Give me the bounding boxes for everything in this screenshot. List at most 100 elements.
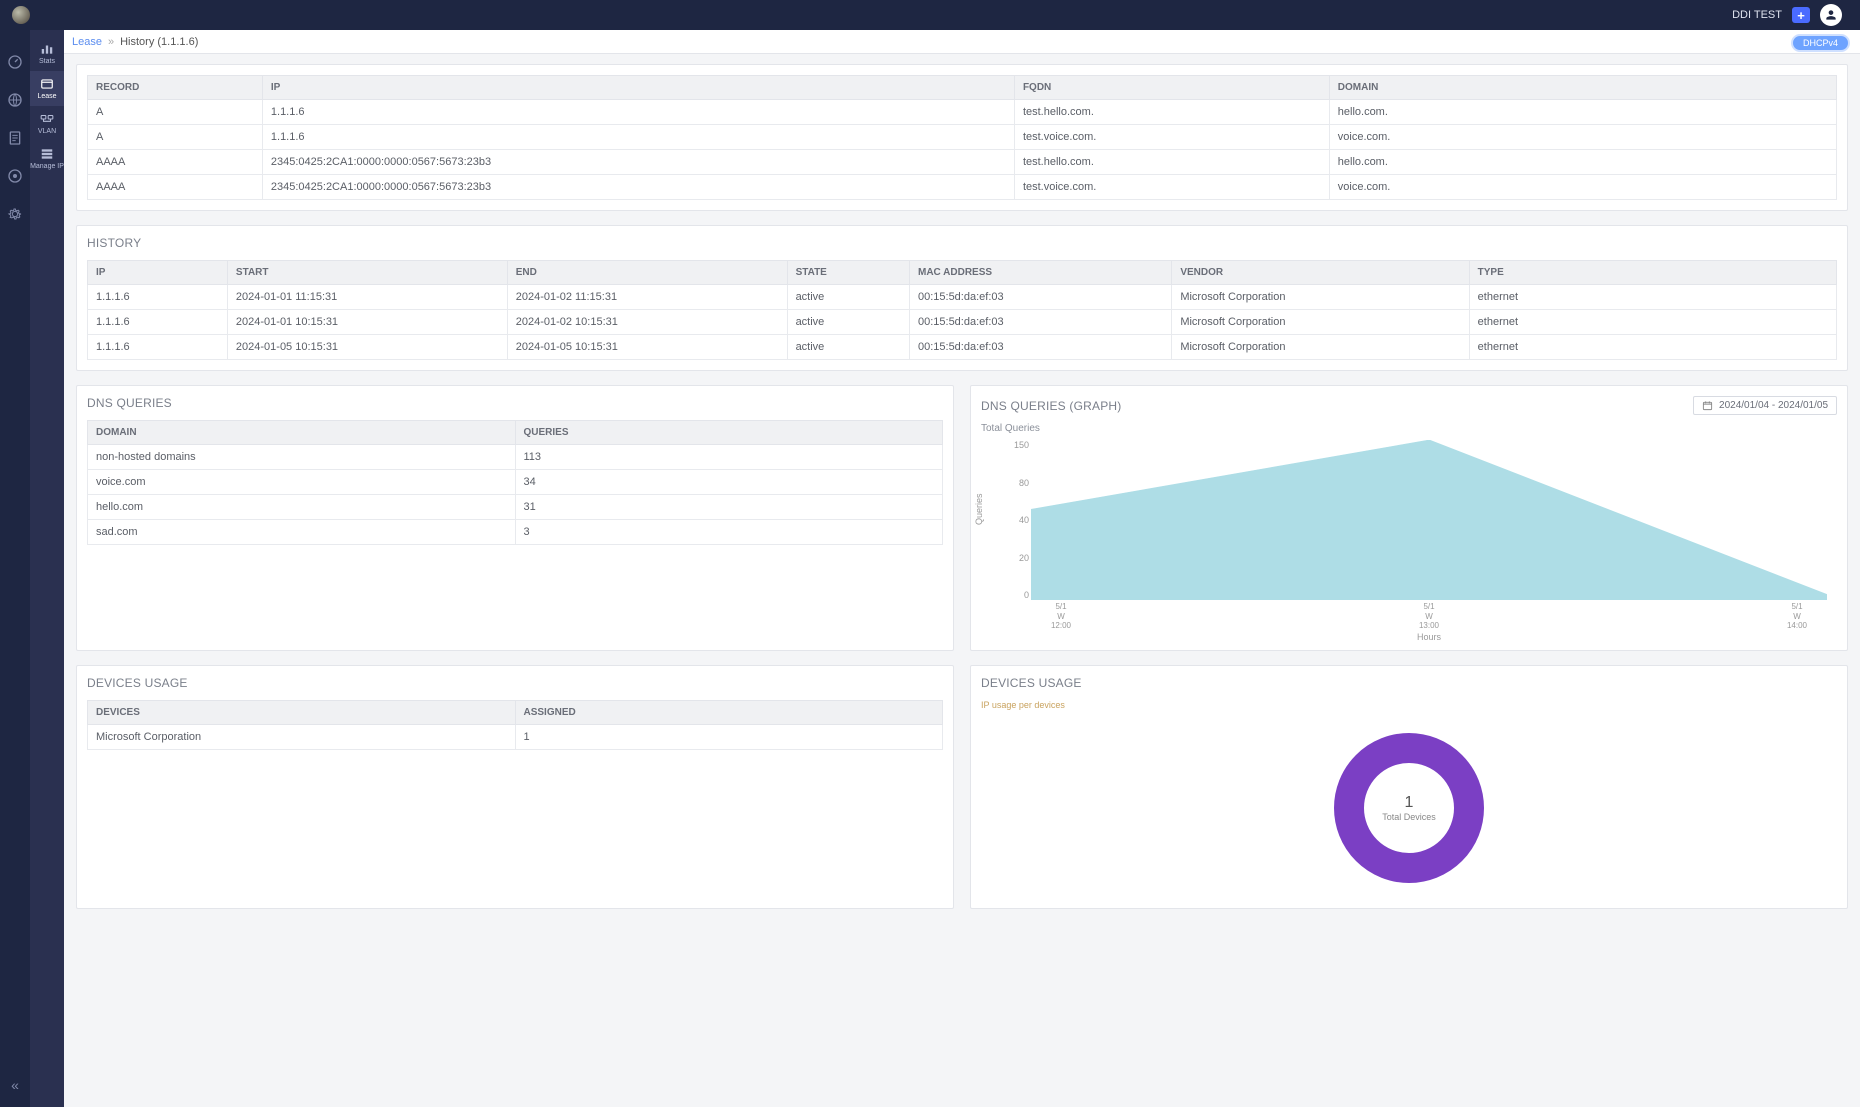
table-cell: ethernet — [1469, 285, 1836, 310]
donut-number: 1 — [1382, 794, 1436, 812]
table-cell: test.voice.com. — [1014, 175, 1329, 200]
table-cell: active — [787, 335, 909, 360]
table-cell: 3 — [515, 520, 943, 545]
table-row[interactable]: AAAA2345:0425:2CA1:0000:0000:0567:5673:2… — [88, 175, 1837, 200]
table-cell: 2345:0425:2CA1:0000:0000:0567:5673:23b3 — [262, 175, 1014, 200]
table-cell: active — [787, 310, 909, 335]
rail-nav: « — [0, 30, 30, 1107]
records-panel: RECORDIPFQDNDOMAINA1.1.1.6test.hello.com… — [76, 64, 1848, 211]
dns-area-chart: 1508040200 Queries 5/1W12:005/1W13:005/1… — [1031, 440, 1827, 640]
table-cell: Microsoft Corporation — [88, 725, 516, 750]
stats-icon — [39, 42, 55, 56]
chart-yaxis: 1508040200 — [989, 440, 1029, 600]
date-range-button[interactable]: 2024/01/04 - 2024/01/05 — [1693, 396, 1837, 415]
table-cell: test.voice.com. — [1014, 125, 1329, 150]
table-cell: 2345:0425:2CA1:0000:0000:0567:5673:23b3 — [262, 150, 1014, 175]
table-header: IP — [262, 76, 1014, 100]
table-cell: test.hello.com. — [1014, 150, 1329, 175]
table-cell: ethernet — [1469, 335, 1836, 360]
table-cell: 113 — [515, 445, 943, 470]
table-row[interactable]: A1.1.1.6test.hello.com.hello.com. — [88, 100, 1837, 125]
collapse-rail-button[interactable]: « — [11, 1077, 19, 1093]
table-cell: 31 — [515, 495, 943, 520]
table-cell: 00:15:5d:da:ef:03 — [909, 285, 1171, 310]
breadcrumb: Lease » History (1.1.1.6) — [64, 30, 1860, 54]
table-cell: hello.com. — [1329, 100, 1836, 125]
table-cell: 2024-01-02 10:15:31 — [507, 310, 787, 335]
table-cell: 34 — [515, 470, 943, 495]
table-row[interactable]: voice.com34 — [88, 470, 943, 495]
table-row[interactable]: Microsoft Corporation1 — [88, 725, 943, 750]
table-cell: A — [88, 100, 263, 125]
breadcrumb-current: History (1.1.1.6) — [120, 36, 198, 48]
table-header: VENDOR — [1172, 261, 1469, 285]
doc-icon[interactable] — [7, 130, 23, 146]
dns-queries-panel: DNS QUERIES DOMAINQUERIESnon-hosted doma… — [76, 385, 954, 651]
table-header: START — [227, 261, 507, 285]
chart-plot — [1031, 440, 1827, 600]
table-row[interactable]: hello.com31 — [88, 495, 943, 520]
table-cell: 2024-01-05 10:15:31 — [507, 335, 787, 360]
table-cell: 00:15:5d:da:ef:03 — [909, 335, 1171, 360]
panel-title: DEVICES USAGE — [981, 676, 1837, 690]
subnav-manageip[interactable]: Manage IP — [30, 141, 64, 176]
tenant-label: DDI TEST — [1732, 9, 1782, 21]
dashboard-icon[interactable] — [7, 54, 23, 70]
table-cell: 1.1.1.6 — [88, 285, 228, 310]
table-header: IP — [88, 261, 228, 285]
add-button[interactable]: + — [1792, 7, 1810, 23]
table-cell: 1.1.1.6 — [88, 310, 228, 335]
subnav-label: Manage IP — [30, 163, 64, 170]
devices-chart-subtitle: IP usage per devices — [981, 700, 1837, 710]
table-cell: hello.com — [88, 495, 516, 520]
table-cell: 1.1.1.6 — [88, 335, 228, 360]
breadcrumb-root[interactable]: Lease — [72, 36, 102, 48]
table-cell: A — [88, 125, 263, 150]
content: Lease » History (1.1.1.6) DHCPv4 RECORDI… — [64, 30, 1860, 1107]
manageip-icon — [39, 147, 55, 161]
chart-subtitle: Total Queries — [981, 423, 1837, 434]
table-cell: 1.1.1.6 — [262, 125, 1014, 150]
donut-chart: 1 Total Devices — [981, 718, 1837, 898]
table-header: DEVICES — [88, 701, 516, 725]
table-header: FQDN — [1014, 76, 1329, 100]
table-cell: 00:15:5d:da:ef:03 — [909, 310, 1171, 335]
table-cell: Microsoft Corporation — [1172, 310, 1469, 335]
table-header: RECORD — [88, 76, 263, 100]
gear-icon[interactable] — [7, 206, 23, 222]
dns-graph-panel: DNS QUERIES (GRAPH) 2024/01/04 - 2024/01… — [970, 385, 1848, 651]
history-table: IPSTARTENDSTATEMAC ADDRESSVENDORTYPE1.1.… — [87, 260, 1837, 360]
subnav-label: Stats — [39, 58, 55, 65]
logo-icon — [12, 6, 30, 24]
table-cell: Microsoft Corporation — [1172, 335, 1469, 360]
table-row[interactable]: 1.1.1.62024-01-01 10:15:312024-01-02 10:… — [88, 310, 1837, 335]
network-icon[interactable] — [7, 168, 23, 184]
history-panel: HISTORY IPSTARTENDSTATEMAC ADDRESSVENDOR… — [76, 225, 1848, 371]
subnav-stats[interactable]: Stats — [30, 36, 64, 71]
table-cell: hello.com. — [1329, 150, 1836, 175]
subnav-lease[interactable]: Lease — [30, 71, 64, 106]
globe-icon[interactable] — [7, 92, 23, 108]
table-row[interactable]: non-hosted domains113 — [88, 445, 943, 470]
panel-title: DNS QUERIES — [87, 396, 943, 410]
table-header: DOMAIN — [88, 421, 516, 445]
table-row[interactable]: A1.1.1.6test.voice.com.voice.com. — [88, 125, 1837, 150]
table-row[interactable]: sad.com3 — [88, 520, 943, 545]
table-row[interactable]: 1.1.1.62024-01-01 11:15:312024-01-02 11:… — [88, 285, 1837, 310]
devices-chart-panel: DEVICES USAGE IP usage per devices 1 Tot… — [970, 665, 1848, 909]
subnav-vlan[interactable]: VLAN — [30, 106, 64, 141]
donut-label: Total Devices — [1382, 812, 1436, 822]
records-table: RECORDIPFQDNDOMAINA1.1.1.6test.hello.com… — [87, 75, 1837, 200]
devices-usage-panel: DEVICES USAGE DEVICESASSIGNEDMicrosoft C… — [76, 665, 954, 909]
user-avatar[interactable] — [1820, 4, 1842, 26]
dhcp-badge[interactable]: DHCPv4 — [1791, 34, 1850, 52]
table-cell: AAAA — [88, 150, 263, 175]
table-row[interactable]: 1.1.1.62024-01-05 10:15:312024-01-05 10:… — [88, 335, 1837, 360]
panel-title: HISTORY — [87, 236, 1837, 250]
subnav-label: Lease — [37, 93, 56, 100]
table-cell: non-hosted domains — [88, 445, 516, 470]
table-header: END — [507, 261, 787, 285]
table-header: STATE — [787, 261, 909, 285]
table-row[interactable]: AAAA2345:0425:2CA1:0000:0000:0567:5673:2… — [88, 150, 1837, 175]
topbar: DDI TEST + — [0, 0, 1860, 30]
